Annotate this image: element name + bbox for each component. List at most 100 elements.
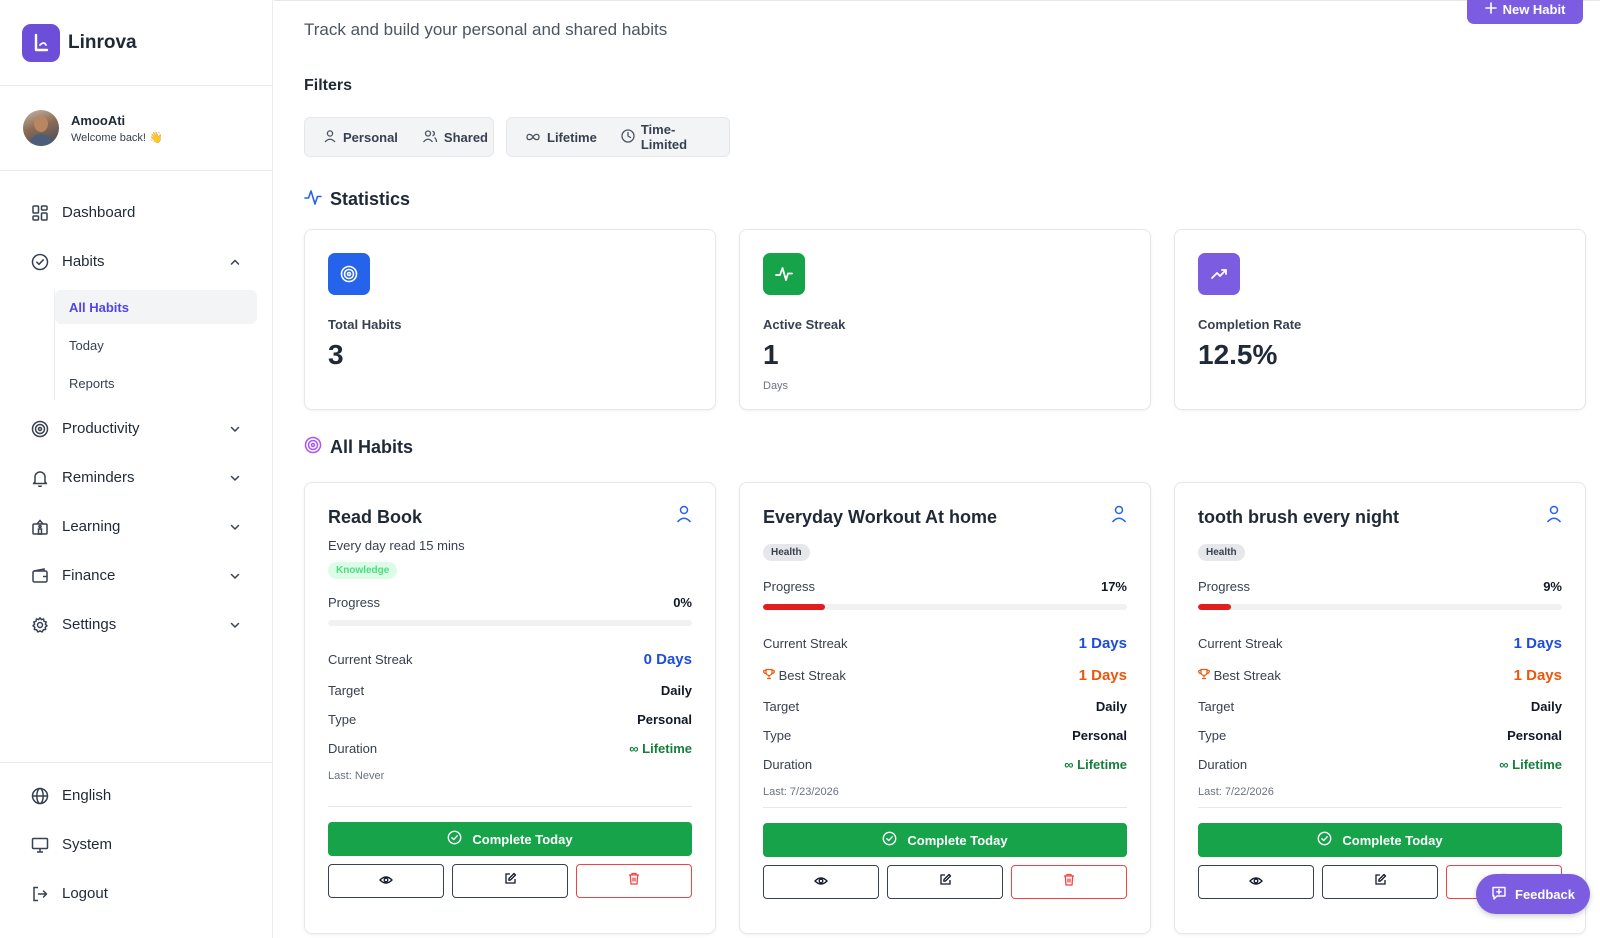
progress-value: 0% [673, 595, 692, 610]
current-streak-label: Current Streak [328, 652, 413, 667]
wallet-icon [30, 566, 50, 586]
user-profile[interactable]: AmooAti Welcome back! 👋 [0, 86, 272, 171]
current-streak-label: Current Streak [1198, 636, 1283, 651]
chevron-down-icon [229, 570, 241, 582]
plus-icon [1484, 1, 1497, 17]
nav-label: Finance [62, 567, 116, 584]
chevron-down-icon [229, 619, 241, 631]
infinity-icon: ∞ [1064, 757, 1078, 772]
edit-button[interactable] [452, 864, 568, 898]
filter-time-limited[interactable]: Time-Limited [613, 122, 719, 152]
logout-icon [30, 884, 50, 904]
progress-bar [1198, 604, 1562, 610]
eye-icon [1249, 873, 1263, 891]
view-button[interactable] [328, 864, 444, 898]
duration-text: Lifetime [1077, 757, 1127, 772]
current-streak-value: 1 Days [1078, 635, 1127, 652]
target-icon [30, 419, 50, 439]
habit-title: tooth brush every night [1198, 507, 1400, 527]
all-habits-title: All Habits [330, 437, 414, 457]
new-habit-button[interactable]: New Habit [1467, 0, 1583, 24]
best-streak-label: Best Streak [1198, 668, 1281, 683]
edit-button[interactable] [887, 865, 1003, 899]
nav-productivity[interactable]: Productivity [0, 404, 273, 453]
duration-value: ∞ Lifetime [629, 741, 692, 756]
habits-subnav: All Habits Today Reports [54, 290, 273, 400]
progress-value: 9% [1543, 579, 1562, 594]
type-value: Personal [1072, 728, 1127, 743]
clock-icon [621, 128, 635, 146]
subnav-today[interactable]: Today [69, 337, 104, 353]
nav-habits[interactable]: Habits [0, 237, 273, 286]
best-streak-label: Best Streak [763, 668, 846, 683]
nav-reminders[interactable]: Reminders [0, 453, 273, 502]
filter-personal[interactable]: Personal [315, 122, 406, 152]
type-label: Type [328, 712, 357, 727]
trophy-icon [1198, 668, 1210, 683]
trash-icon [1063, 873, 1075, 891]
main-content: Track and build your personal and shared… [274, 0, 1600, 938]
filter-shared[interactable]: Shared [414, 122, 496, 152]
habit-description: Every day read 15 mins [328, 538, 465, 553]
nav-label: System [62, 836, 113, 853]
nav-logout[interactable]: Logout [0, 869, 273, 918]
message-plus-icon [1491, 885, 1507, 904]
view-button[interactable] [763, 865, 879, 899]
duration-label: Duration [1198, 757, 1248, 772]
filter-label: Lifetime [547, 129, 597, 145]
top-divider [274, 0, 1600, 1]
progress-label: Progress [763, 579, 816, 594]
main-nav: Dashboard Habits All Habits Today Report… [0, 188, 273, 649]
nav-label: Settings [62, 616, 117, 633]
statistics-heading: Statistics [304, 188, 410, 211]
habit-card: Read Book Every day read 15 mins Knowled… [304, 482, 716, 934]
gear-icon [30, 615, 50, 635]
nav-learning[interactable]: Learning [0, 502, 273, 551]
edit-button[interactable] [1322, 865, 1438, 899]
nav-label: Productivity [62, 420, 140, 437]
habit-card: Everyday Workout At home Health Progress… [739, 482, 1151, 934]
trending-up-icon [1198, 253, 1240, 295]
nav-dashboard[interactable]: Dashboard [0, 188, 273, 237]
filter-lifetime[interactable]: Lifetime [517, 122, 605, 152]
nav-finance[interactable]: Finance [0, 551, 273, 600]
check-circle-icon [30, 252, 50, 272]
delete-button[interactable] [1011, 865, 1127, 899]
complete-today-button[interactable]: Complete Today [1198, 823, 1562, 857]
chevron-down-icon [229, 472, 241, 484]
filter-group-ownership: Personal Shared [304, 117, 494, 157]
nav-label: Dashboard [62, 204, 136, 221]
chevron-up-icon [229, 256, 241, 268]
complete-today-button[interactable]: Complete Today [328, 822, 692, 856]
user-icon [1111, 505, 1127, 528]
feedback-button[interactable]: Feedback [1476, 874, 1590, 914]
target-label: Target [1198, 699, 1235, 714]
complete-label: Complete Today [472, 831, 573, 847]
last-completed: Last: Never [328, 770, 385, 782]
habit-title: Everyday Workout At home [763, 507, 998, 527]
view-button[interactable] [1198, 865, 1314, 899]
habit-title: Read Book [328, 507, 423, 527]
nav-language[interactable]: English [0, 771, 273, 820]
app-name: Linrova [68, 31, 137, 53]
filter-label: Time-Limited [640, 122, 688, 152]
check-circle-icon [882, 831, 897, 849]
duration-value: ∞ Lifetime [1499, 757, 1562, 772]
habit-card: tooth brush every night Health Progress … [1174, 482, 1586, 934]
target-icon [304, 436, 322, 459]
nav-theme[interactable]: System [0, 820, 273, 869]
nav-settings[interactable]: Settings [0, 600, 273, 649]
duration-label: Duration [763, 757, 813, 772]
complete-today-button[interactable]: Complete Today [763, 823, 1127, 857]
users-icon [422, 129, 438, 146]
subnav-all-habits[interactable]: All Habits [55, 290, 257, 324]
subnav-reports[interactable]: Reports [69, 375, 115, 391]
delete-button[interactable] [576, 864, 692, 898]
progress-fill [763, 604, 825, 610]
progress-bar [763, 604, 1127, 610]
best-streak-value: 1 Days [1078, 667, 1127, 684]
infinity-icon [525, 130, 541, 145]
brand[interactable]: Linrova [0, 0, 272, 86]
user-icon [676, 505, 692, 528]
type-value: Personal [1507, 728, 1562, 743]
